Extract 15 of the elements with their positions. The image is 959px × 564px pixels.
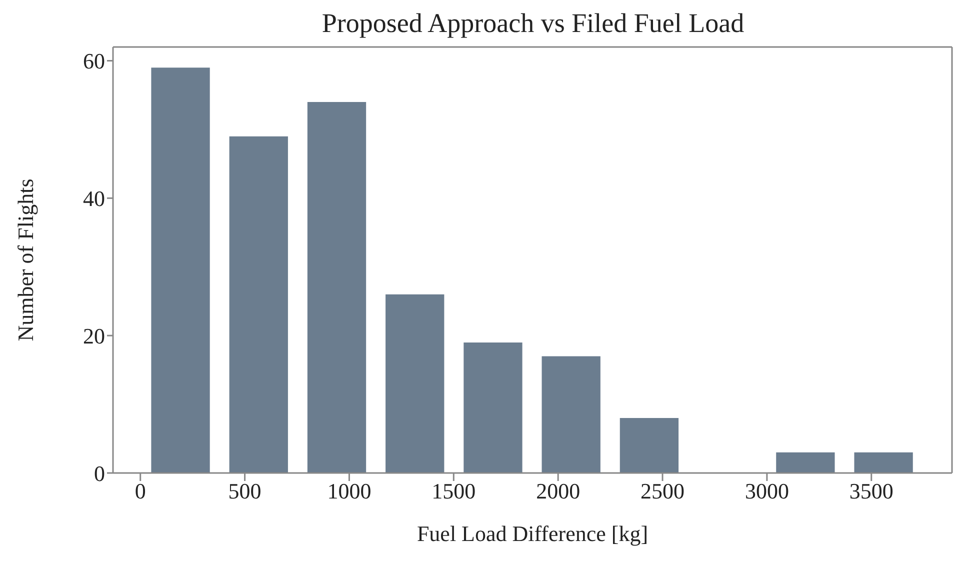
x-tick-label: 2500	[640, 478, 685, 504]
y-axis-title: Number of Flights	[12, 178, 38, 342]
x-tick-label: 1500	[432, 478, 476, 504]
y-tick-label: 0	[94, 460, 105, 486]
y-tick-label: 60	[83, 48, 105, 74]
x-tick-label: 0	[134, 478, 146, 504]
x-tick-label: 500	[228, 478, 262, 504]
chart-title: Proposed Approach vs Filed Fuel Load	[320, 8, 746, 39]
x-tick-label: 3000	[744, 478, 789, 504]
y-tick-label: 40	[83, 186, 105, 211]
x-axis-title: Fuel Load Difference [kg]	[416, 521, 648, 546]
x-tick-label: 3500	[849, 478, 894, 504]
x-tick-label: 1000	[327, 478, 372, 504]
y-tick-label: 20	[83, 323, 105, 348]
x-tick-label: 2000	[536, 478, 580, 504]
